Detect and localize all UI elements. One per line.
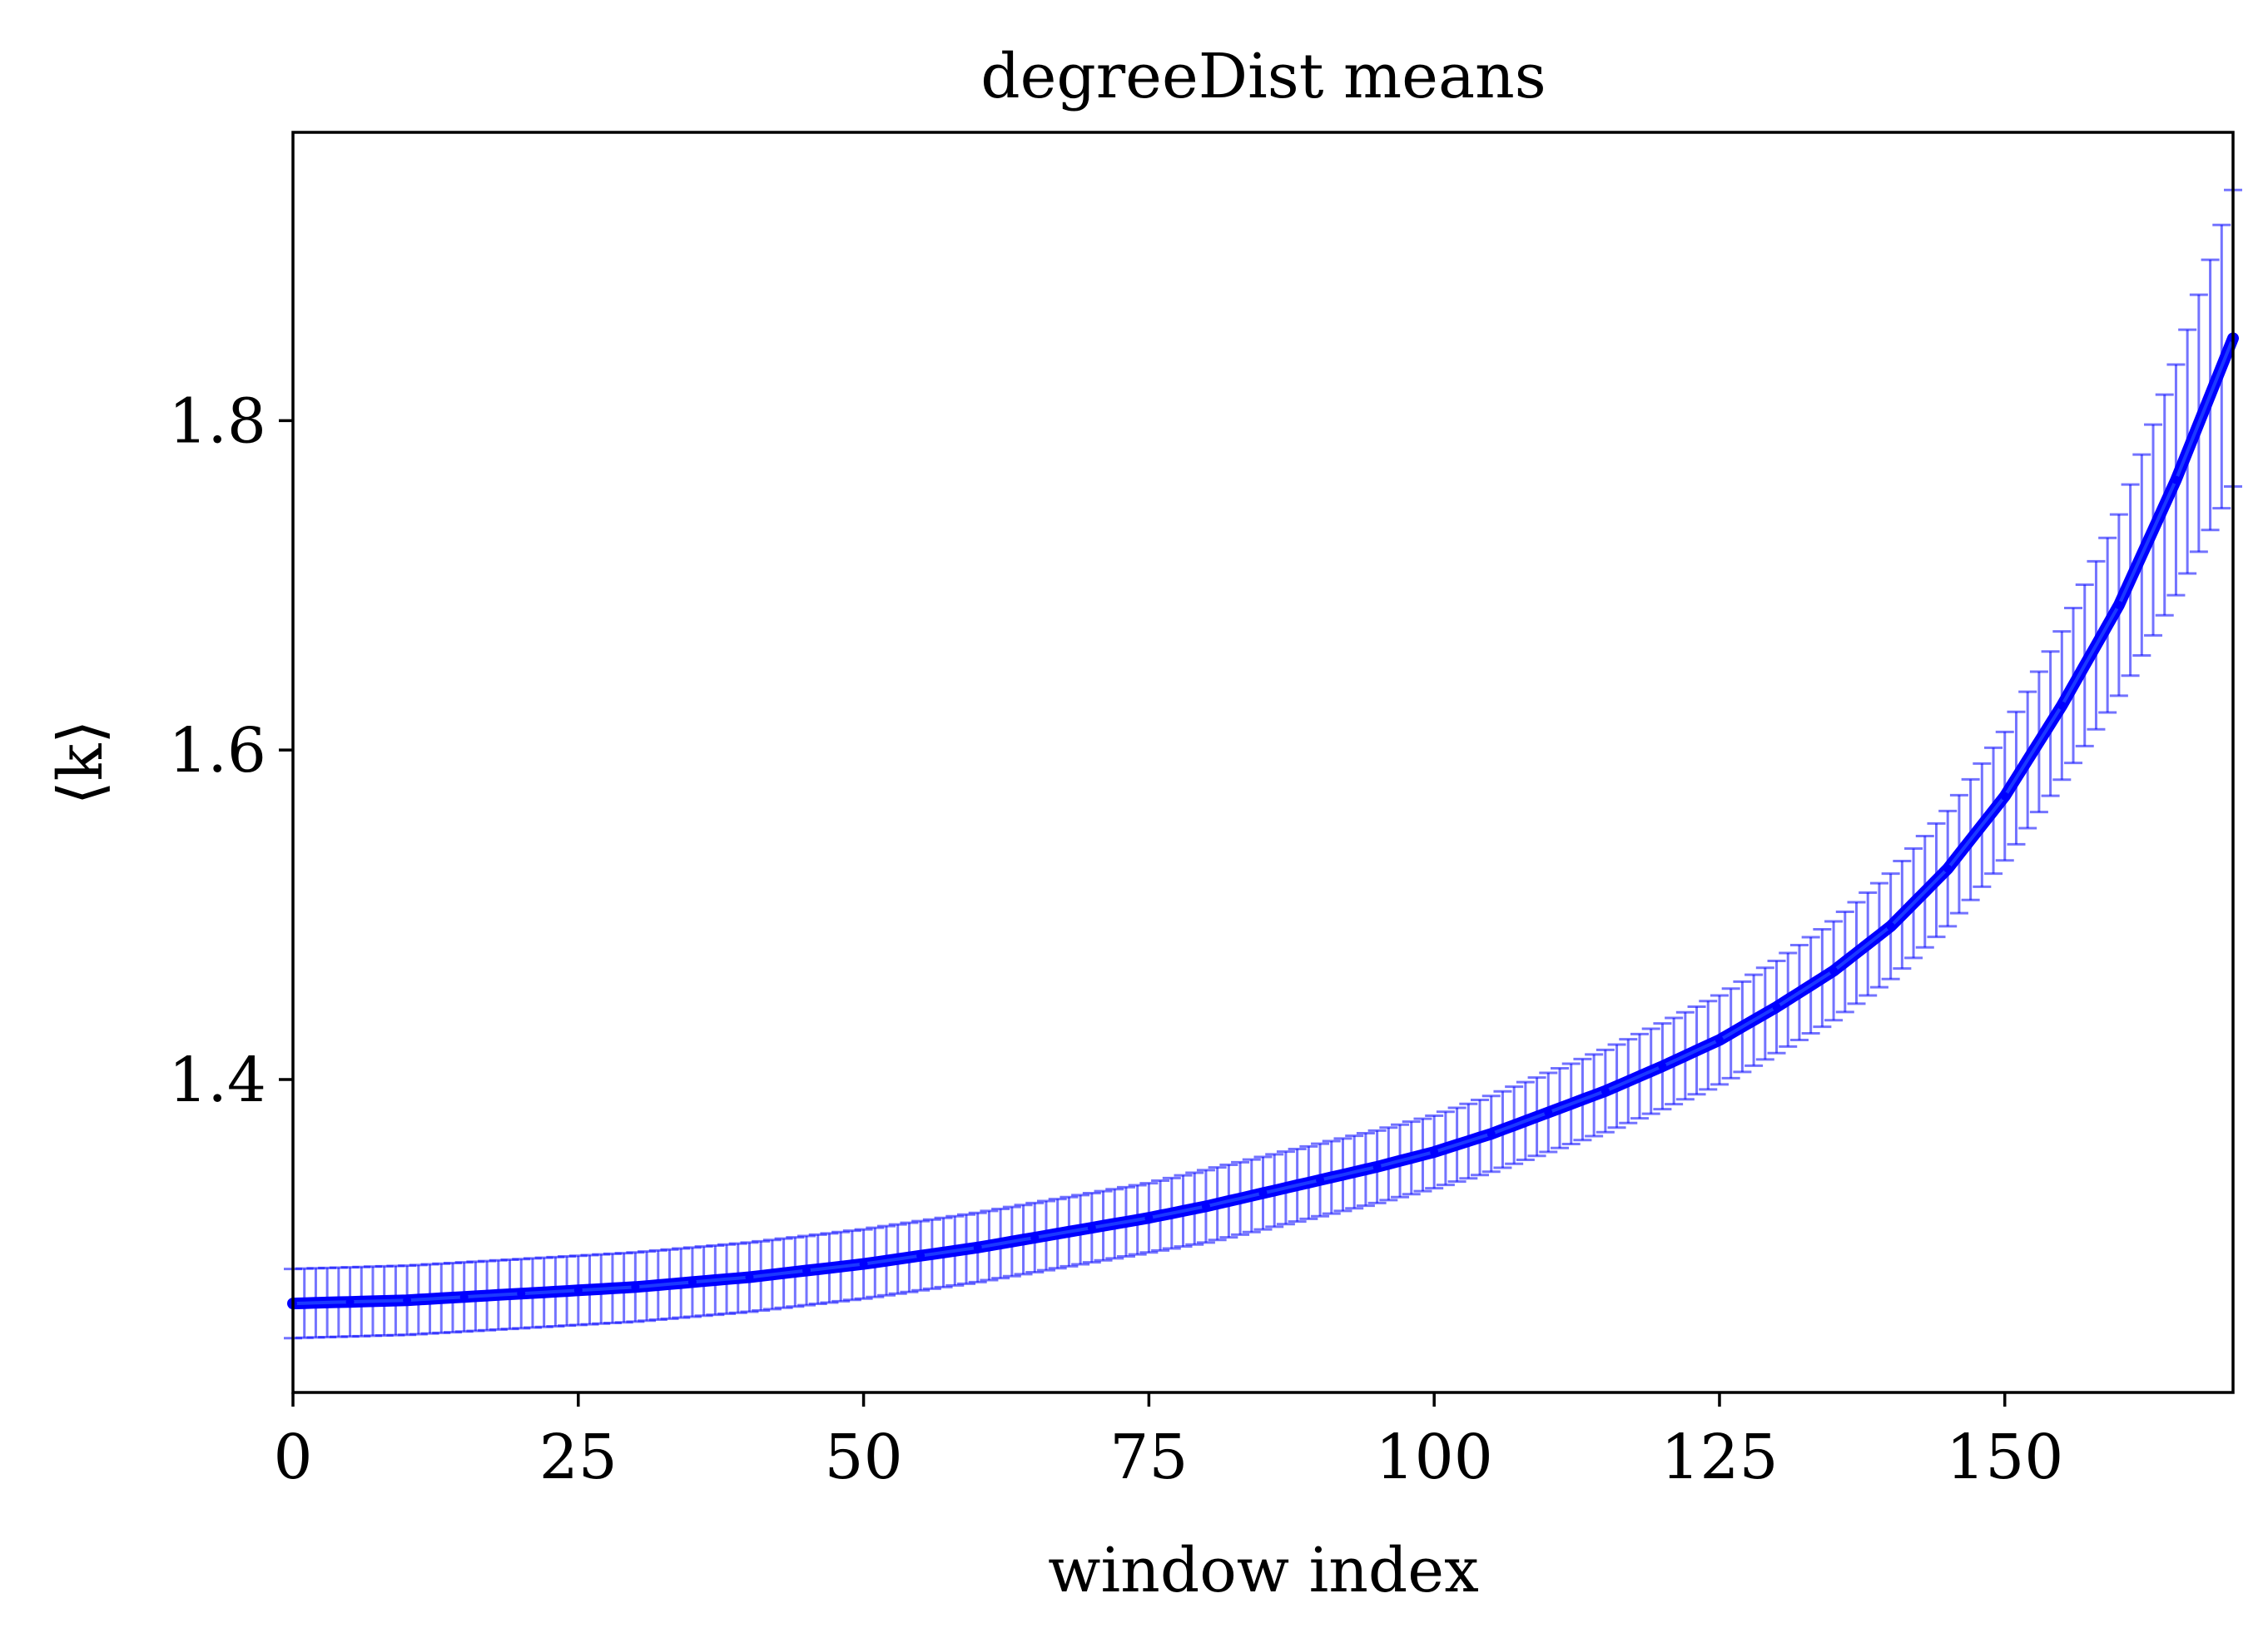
data-point	[517, 1289, 526, 1298]
x-axis-label: window index	[1048, 1535, 1479, 1606]
x-tick-label: 0	[273, 1422, 312, 1493]
data-point	[631, 1283, 640, 1292]
data-point	[2000, 792, 2009, 801]
x-tick-label: 100	[1376, 1422, 1493, 1493]
data-point	[1316, 1175, 1325, 1184]
data-point	[573, 1286, 583, 1295]
series-line-group	[287, 332, 2239, 1310]
data-point	[1087, 1224, 1096, 1233]
plot-frame	[291, 131, 2235, 1394]
data-point	[1258, 1189, 1268, 1198]
data-point	[1829, 966, 1839, 975]
data-point	[2057, 701, 2067, 710]
x-tick-label: 25	[539, 1422, 618, 1493]
data-point	[1658, 1062, 1667, 1071]
data-point	[2114, 600, 2123, 609]
data-point	[802, 1266, 811, 1275]
data-point	[2171, 475, 2181, 484]
y-axis: 1.4 1.6 1.8	[168, 385, 293, 1116]
data-point	[1544, 1108, 1553, 1117]
x-tick-label: 75	[1109, 1422, 1188, 1493]
data-point	[1372, 1162, 1382, 1171]
data-point	[859, 1259, 868, 1268]
data-point	[745, 1273, 754, 1282]
x-axis: 0 25 50 75 100 125 150	[273, 1392, 2063, 1493]
x-tick-label: 50	[825, 1422, 903, 1493]
errorbar-group	[284, 188, 2242, 1340]
data-point	[687, 1278, 697, 1287]
data-point	[1030, 1233, 1040, 1242]
data-point	[403, 1296, 412, 1305]
y-tick-label: 1.6	[168, 715, 266, 787]
data-point	[1486, 1129, 1496, 1139]
y-tick-label: 1.8	[168, 385, 266, 457]
data-point	[1886, 921, 1895, 931]
y-axis-label: ⟨k⟩	[45, 720, 117, 806]
x-tick-label: 150	[1946, 1422, 2063, 1493]
data-point	[1144, 1214, 1154, 1223]
chart-title: degreeDist means	[980, 41, 1546, 112]
data-point	[916, 1251, 926, 1260]
data-point	[973, 1243, 982, 1252]
data-point	[1201, 1202, 1210, 1211]
x-tick-label: 125	[1660, 1422, 1778, 1493]
y-tick-label: 1.4	[168, 1045, 266, 1116]
data-point	[1601, 1086, 1610, 1095]
data-point	[345, 1298, 355, 1307]
data-point	[459, 1293, 469, 1302]
plot-area	[284, 131, 2242, 1394]
data-point	[1943, 864, 1953, 873]
data-point	[1715, 1035, 1724, 1045]
data-point	[1772, 1002, 1781, 1011]
data-point	[1430, 1148, 1439, 1157]
